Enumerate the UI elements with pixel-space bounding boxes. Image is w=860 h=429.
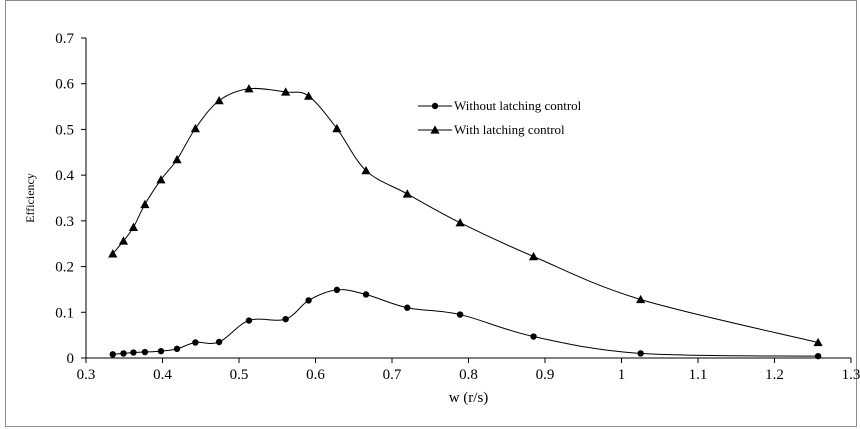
data-point bbox=[304, 91, 314, 100]
data-point bbox=[530, 333, 537, 340]
x-tick-label: 0.7 bbox=[383, 367, 402, 383]
data-point bbox=[333, 286, 341, 294]
legend-item: Without latching control bbox=[418, 98, 582, 113]
data-point bbox=[141, 348, 149, 356]
data-point bbox=[215, 338, 223, 346]
y-tick-label: 0.5 bbox=[55, 122, 74, 138]
data-point bbox=[214, 96, 224, 105]
y-axis-title: Efficiency bbox=[23, 173, 37, 223]
series-line bbox=[112, 289, 819, 357]
axes: 0.3 0.4 0.5 0.6 0.7 0.8 0.9 1 1.1 1.2 1.3 0 0.1 0.2 0.… bbox=[55, 31, 860, 383]
data-point bbox=[402, 189, 412, 198]
data-point bbox=[456, 311, 464, 318]
legend-marker bbox=[431, 102, 439, 110]
data-point bbox=[245, 317, 253, 324]
data-point bbox=[455, 218, 465, 227]
y-tick-label: 0.3 bbox=[55, 214, 74, 230]
data-point bbox=[281, 87, 291, 96]
data-point bbox=[636, 294, 646, 304]
data-point bbox=[109, 351, 116, 358]
data-point bbox=[361, 165, 371, 175]
data-point bbox=[128, 222, 139, 231]
x-tick-label: 1.1 bbox=[689, 367, 708, 383]
data-point bbox=[157, 347, 165, 355]
data-point bbox=[172, 155, 182, 164]
y-tick-label: 0.2 bbox=[55, 260, 74, 276]
data-point bbox=[192, 339, 199, 346]
data-point bbox=[156, 175, 166, 184]
y-tick-label: 0.4 bbox=[55, 168, 74, 184]
x-tick-label: 1.2 bbox=[765, 367, 784, 383]
legend-item: With latching control bbox=[418, 122, 565, 137]
data-point bbox=[118, 236, 129, 245]
legend: Without latching control With latching co… bbox=[418, 98, 582, 137]
data-point bbox=[814, 352, 822, 360]
data-point bbox=[362, 291, 370, 298]
data-point bbox=[813, 337, 823, 347]
x-tick-label: 0.9 bbox=[536, 367, 555, 383]
data-point bbox=[130, 349, 137, 356]
x-tick-label: 0.5 bbox=[230, 367, 249, 383]
series-without-latching bbox=[109, 286, 822, 360]
data-point bbox=[120, 350, 127, 357]
y-tick-label: 0.7 bbox=[55, 31, 74, 47]
data-point bbox=[282, 315, 289, 323]
data-point bbox=[528, 251, 539, 261]
series-with-latching bbox=[108, 84, 823, 347]
x-tick-label: 1 bbox=[618, 367, 626, 383]
x-tick-label: 0.4 bbox=[153, 367, 172, 383]
y-tick-label: 0.6 bbox=[55, 77, 74, 93]
x-axis-title: w (r/s) bbox=[449, 390, 489, 406]
x-tick-label: 0.3 bbox=[77, 367, 96, 383]
data-point bbox=[637, 350, 644, 357]
x-tick-label: 1.3 bbox=[842, 367, 860, 383]
y-tick-label: 0.1 bbox=[55, 305, 74, 321]
x-tick-label: 0.8 bbox=[459, 367, 478, 383]
data-point bbox=[108, 249, 118, 258]
data-point bbox=[190, 123, 200, 133]
data-point bbox=[404, 304, 411, 311]
y-tick-label: 0 bbox=[67, 351, 75, 367]
data-point bbox=[305, 297, 312, 304]
data-point bbox=[140, 199, 150, 209]
data-point bbox=[173, 345, 181, 353]
legend-marker bbox=[430, 125, 440, 134]
x-tick-label: 0.6 bbox=[306, 367, 325, 383]
legend-label: With latching control bbox=[454, 122, 565, 137]
series-layer bbox=[108, 84, 823, 360]
data-point bbox=[244, 84, 254, 93]
data-point bbox=[332, 123, 342, 133]
legend-label: Without latching control bbox=[454, 98, 582, 113]
